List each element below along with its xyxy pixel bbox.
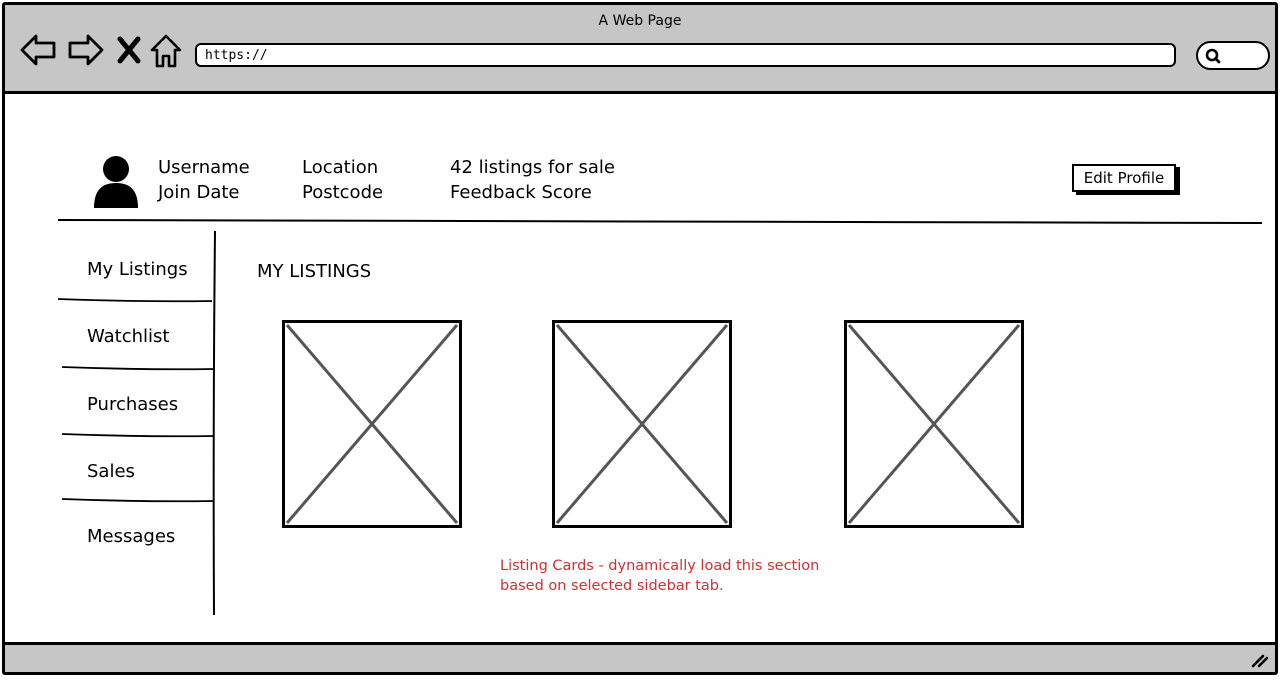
back-arrow-icon[interactable] bbox=[19, 33, 59, 67]
sidebar-item-sales[interactable]: Sales bbox=[87, 461, 135, 482]
annotation-note-text: Listing Cards - dynamically load this se… bbox=[500, 558, 820, 594]
header-divider bbox=[57, 219, 1263, 224]
profile-listings-count: 42 listings for sale bbox=[450, 157, 615, 178]
browser-statusbar bbox=[5, 642, 1275, 672]
profile-postcode: Postcode bbox=[302, 182, 384, 203]
sidebar-item-my-listings[interactable]: My Listings bbox=[87, 259, 188, 280]
profile-username: Username bbox=[158, 157, 250, 178]
sidebar-item-divider bbox=[61, 433, 215, 438]
search-icon bbox=[1205, 48, 1221, 64]
sidebar-item-messages[interactable]: Messages bbox=[87, 526, 176, 547]
window-title: A Web Page bbox=[598, 13, 682, 29]
listing-card-image[interactable] bbox=[282, 320, 462, 528]
sidebar-item-watchlist[interactable]: Watchlist bbox=[87, 326, 170, 347]
search-field[interactable] bbox=[1196, 41, 1270, 70]
profile-join-date: Join Date bbox=[158, 182, 240, 203]
listing-card-image[interactable] bbox=[844, 320, 1024, 528]
sidebar-item-purchases[interactable]: Purchases bbox=[87, 394, 179, 415]
close-icon[interactable] bbox=[116, 35, 142, 65]
profile-location: Location bbox=[302, 157, 379, 178]
user-avatar-icon bbox=[94, 156, 138, 208]
browser-titlebar: A Web Page https:// bbox=[5, 5, 1275, 94]
sidebar-item-divider bbox=[57, 298, 213, 303]
url-input[interactable]: https:// bbox=[195, 43, 1176, 67]
sidebar-item-divider bbox=[61, 366, 215, 371]
listing-card-image[interactable] bbox=[552, 320, 732, 528]
forward-arrow-icon[interactable] bbox=[65, 33, 105, 67]
resize-grip-icon[interactable] bbox=[1249, 652, 1269, 668]
home-icon[interactable] bbox=[149, 33, 183, 69]
sidebar-item-divider bbox=[61, 498, 215, 503]
profile-feedback-score: Feedback Score bbox=[450, 182, 592, 203]
section-title: MY LISTINGS bbox=[257, 261, 372, 282]
annotation-note: Listing Cards - dynamically load this se… bbox=[500, 556, 830, 596]
sidebar-divider bbox=[212, 230, 216, 616]
edit-profile-button[interactable]: Edit Profile bbox=[1072, 164, 1176, 192]
